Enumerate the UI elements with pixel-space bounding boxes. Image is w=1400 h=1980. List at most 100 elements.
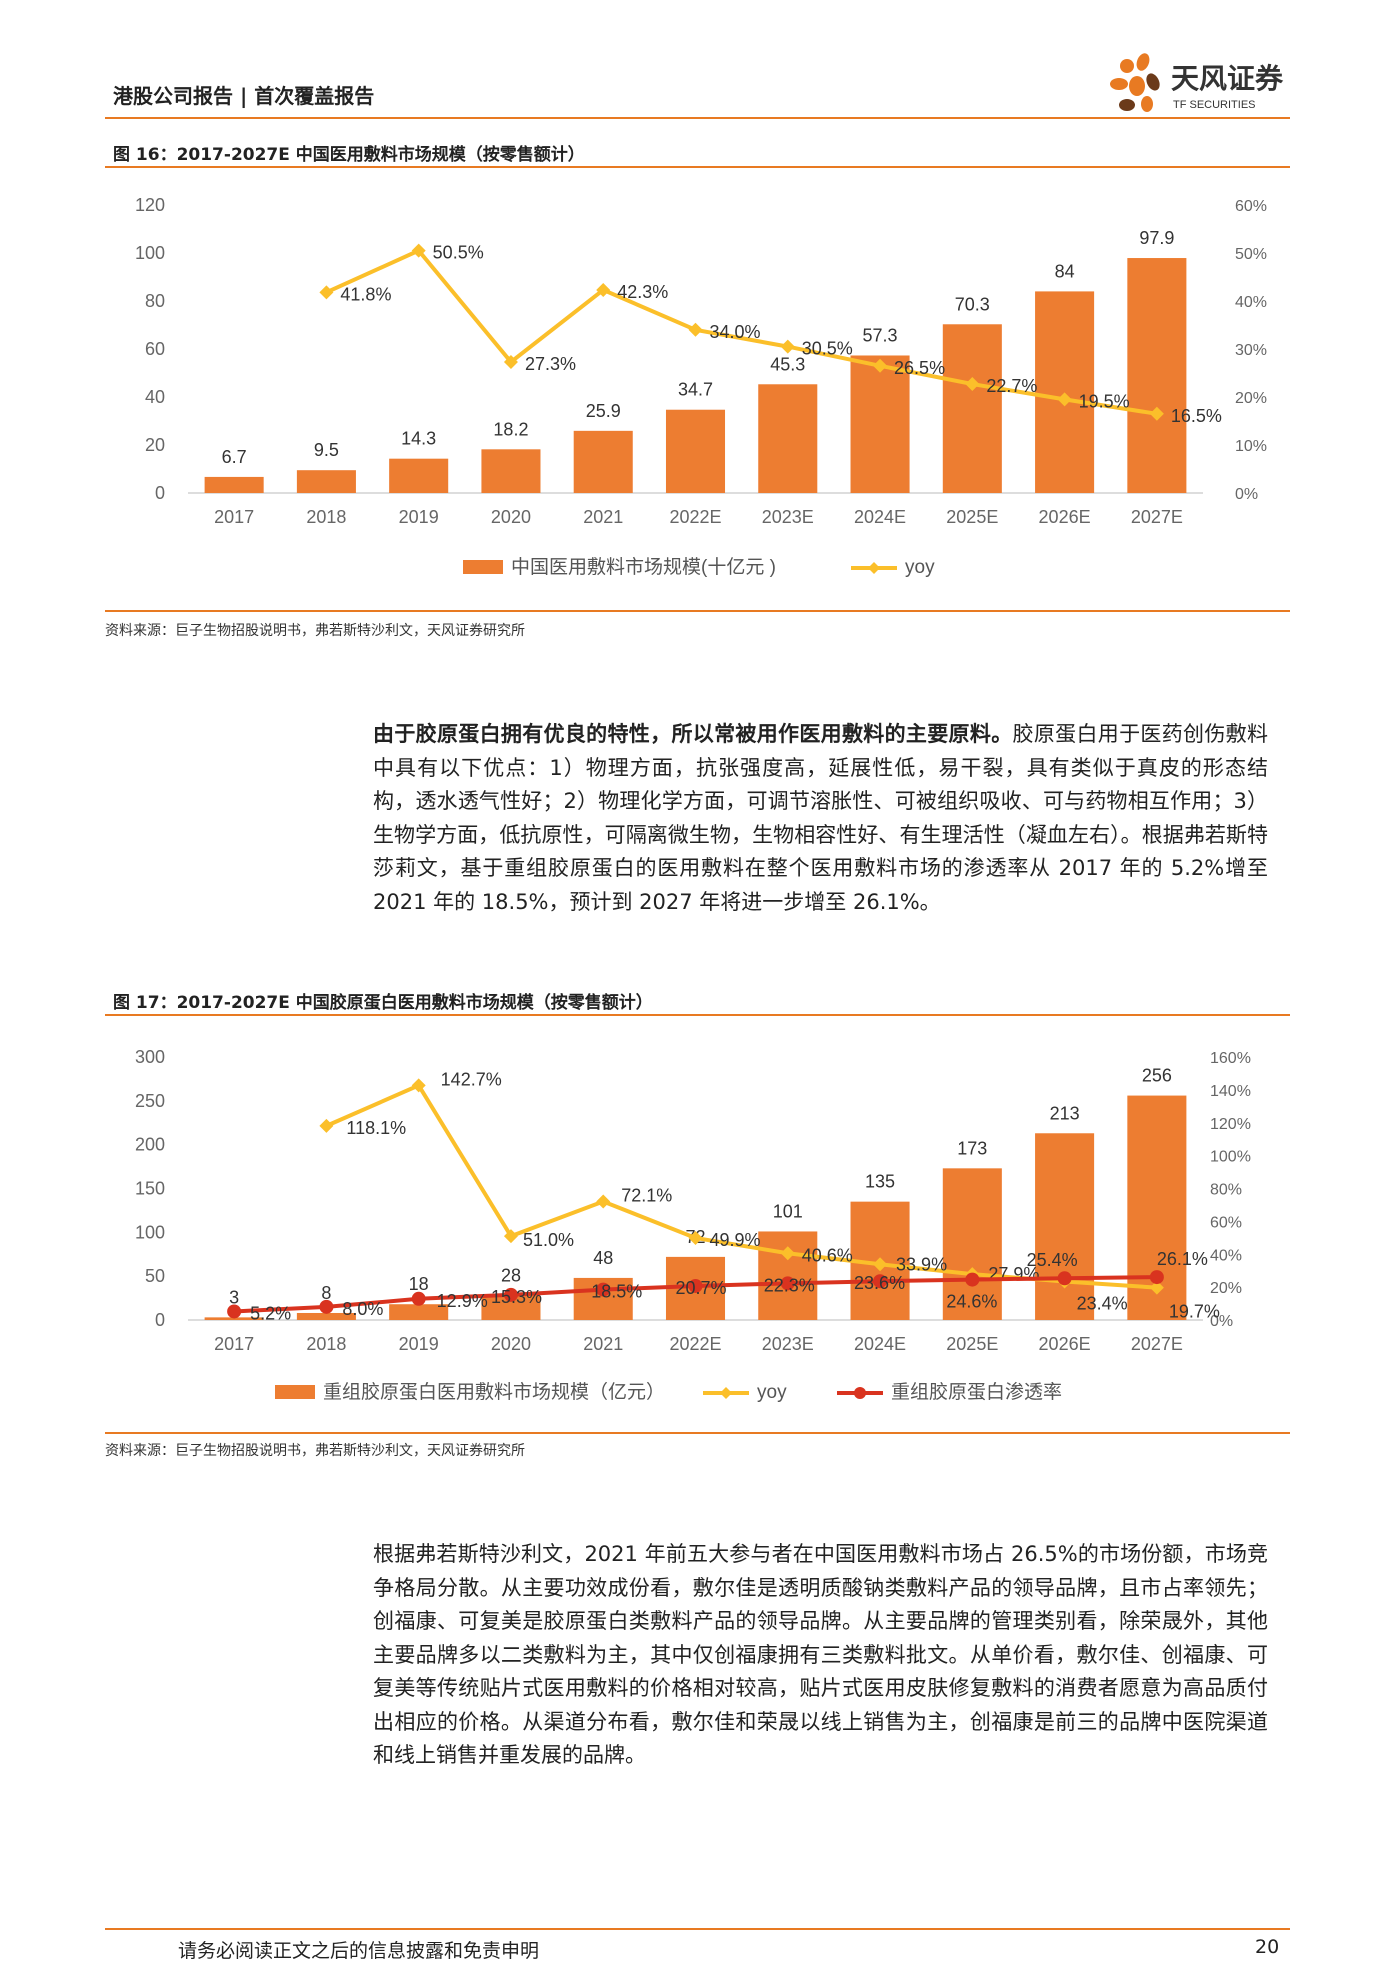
fig17-line-label: 18.5% — [591, 1282, 642, 1302]
logo-text: 天风证券 — [1171, 63, 1284, 94]
fig16-y-tick: 20 — [145, 435, 165, 455]
fig16-x-tick: 2017 — [214, 507, 254, 527]
fig17-line-label: 20.7% — [676, 1278, 727, 1298]
fig17-legend-marker — [720, 1387, 732, 1399]
fig17-line-label: 40.6% — [802, 1245, 853, 1265]
fig17-line-label: 49.9% — [710, 1230, 761, 1250]
fig16-line-label: 22.7% — [986, 376, 1037, 396]
fig17-x-tick: 2023E — [762, 1334, 814, 1354]
fig17-x-tick: 2025E — [946, 1334, 998, 1354]
fig17-line-label: 26.1% — [1157, 1249, 1208, 1269]
fig17-line-label: 8.0% — [342, 1299, 383, 1319]
fig16-x-tick: 2021 — [583, 507, 623, 527]
fig17-yoy-point — [596, 1194, 610, 1208]
fig16-legend-marker — [868, 562, 880, 574]
fig16-y2-tick: 20% — [1235, 390, 1267, 407]
fig17-legend-bar-swatch — [275, 1385, 315, 1399]
fig17-line-label: 15.3% — [491, 1287, 542, 1307]
figure16-bottom-divider — [105, 610, 1290, 612]
fig16-bar — [943, 324, 1002, 493]
fig16-bar — [297, 470, 356, 493]
fig17-y2-tick: 100% — [1210, 1149, 1251, 1166]
fig16-bar-label: 45.3 — [770, 354, 805, 374]
fig17-x-tick: 2024E — [854, 1334, 906, 1354]
fig16-x-tick: 2018 — [306, 507, 346, 527]
fig17-bar-label: 256 — [1142, 1066, 1172, 1086]
fig16-y-tick: 40 — [145, 387, 165, 407]
fig16-x-tick: 2019 — [399, 507, 439, 527]
fig17-line-label: 22.3% — [764, 1275, 815, 1295]
fig17-penetration-point — [227, 1304, 241, 1318]
fig17-y-tick: 250 — [135, 1091, 165, 1111]
fig17-legend-label: 重组胶原蛋白医用敷料市场规模（亿元） — [323, 1381, 665, 1403]
fig16-bar — [574, 431, 633, 493]
fig17-line-label: 25.4% — [1027, 1250, 1078, 1270]
fig17-line-label: 142.7% — [441, 1069, 502, 1089]
fig16-y2-tick: 10% — [1235, 438, 1267, 455]
fig17-y2-tick: 80% — [1210, 1182, 1242, 1199]
figure17-top-divider — [105, 1014, 1290, 1016]
fig17-bar — [1035, 1133, 1094, 1320]
fig17-y-tick: 300 — [135, 1047, 165, 1067]
fig16-line-label: 50.5% — [433, 243, 484, 263]
fig17-y-tick: 50 — [145, 1266, 165, 1286]
fig17-y-tick: 200 — [135, 1135, 165, 1155]
fig16-y-tick: 0 — [155, 483, 165, 503]
fig16-y2-tick: 0% — [1235, 486, 1258, 503]
figure17-bottom-divider — [105, 1432, 1290, 1434]
fig17-penetration-point — [1058, 1271, 1072, 1285]
fig16-legend-bar-swatch — [463, 560, 503, 574]
footer-divider — [105, 1928, 1290, 1930]
fig16-x-tick: 2022E — [669, 507, 721, 527]
fig17-y2-tick: 20% — [1210, 1280, 1242, 1297]
fig17-line-label: 12.9% — [437, 1291, 488, 1311]
figure16-title: 图 16：2017-2027E 中国医用敷料市场规模（按零售额计） — [113, 140, 585, 165]
fig17-x-tick: 2020 — [491, 1334, 531, 1354]
fig16-line-label: 27.3% — [525, 354, 576, 374]
fig16-bar — [481, 449, 540, 493]
paragraph-market-competition: 根据弗若斯特沙利文，2021 年前五大参与者在中国医用敷料市场占 26.5%的市… — [373, 1538, 1268, 1773]
fig17-line-label: 33.9% — [896, 1254, 947, 1274]
fig17-line-label: 23.6% — [854, 1273, 905, 1293]
fig17-x-tick: 2019 — [399, 1334, 439, 1354]
fig16-y-tick: 100 — [135, 243, 165, 263]
fig16-y-tick: 60 — [145, 339, 165, 359]
fig16-x-tick: 2023E — [762, 507, 814, 527]
fig16-line-label: 19.5% — [1079, 391, 1130, 411]
footer-disclaimer: 请务必阅读正文之后的信息披露和免责申明 — [178, 1936, 539, 1963]
fig17-x-tick: 2026E — [1039, 1334, 1091, 1354]
fig16-y2-tick: 40% — [1235, 294, 1267, 311]
fig16-y2-tick: 30% — [1235, 342, 1267, 359]
fig17-bar-label: 213 — [1050, 1103, 1080, 1123]
fig17-y2-tick: 140% — [1210, 1083, 1251, 1100]
company-logo: 天风证券 TF SECURITIES — [1105, 50, 1295, 120]
fig17-y2-tick: 40% — [1210, 1247, 1242, 1264]
fig16-bar — [205, 477, 264, 493]
fig17-line-label: 23.4% — [1077, 1294, 1128, 1314]
figure17-title: 图 17：2017-2027E 中国胶原蛋白医用敷料市场规模（按零售额计） — [113, 988, 653, 1013]
fig16-bar-label: 97.9 — [1139, 228, 1174, 248]
fig17-bar-label: 173 — [957, 1138, 987, 1158]
fig16-bar-label: 6.7 — [222, 447, 247, 467]
fig17-penetration-point — [319, 1300, 333, 1314]
fig16-y-tick: 120 — [135, 195, 165, 215]
figure16-source: 资料来源：巨子生物招股说明书，弗若斯特沙利文，天风证券研究所 — [105, 620, 525, 640]
fig17-x-tick: 2027E — [1131, 1334, 1183, 1354]
fig17-x-tick: 2021 — [583, 1334, 623, 1354]
fig16-y2-tick: 60% — [1235, 198, 1267, 215]
paragraph1-bold: 由于胶原蛋白拥有优良的特性，所以常被用作医用敷料的主要原料。 — [373, 722, 1013, 746]
fig16-yoy-point — [781, 340, 795, 354]
fig17-bar-label: 135 — [865, 1172, 895, 1192]
fig16-x-tick: 2020 — [491, 507, 531, 527]
page-number: 20 — [1255, 1936, 1279, 1958]
fig16-x-tick: 2027E — [1131, 507, 1183, 527]
fig16-line-label: 26.5% — [894, 358, 945, 378]
fig17-y-tick: 100 — [135, 1222, 165, 1242]
fig17-y2-tick: 120% — [1210, 1116, 1251, 1133]
fig16-x-tick: 2026E — [1039, 507, 1091, 527]
fig16-bar — [1127, 258, 1186, 493]
fig16-bar — [389, 459, 448, 493]
fig16-x-tick: 2025E — [946, 507, 998, 527]
fig17-line-label: 5.2% — [250, 1303, 291, 1323]
fig17-line-label: 118.1% — [346, 1118, 406, 1138]
